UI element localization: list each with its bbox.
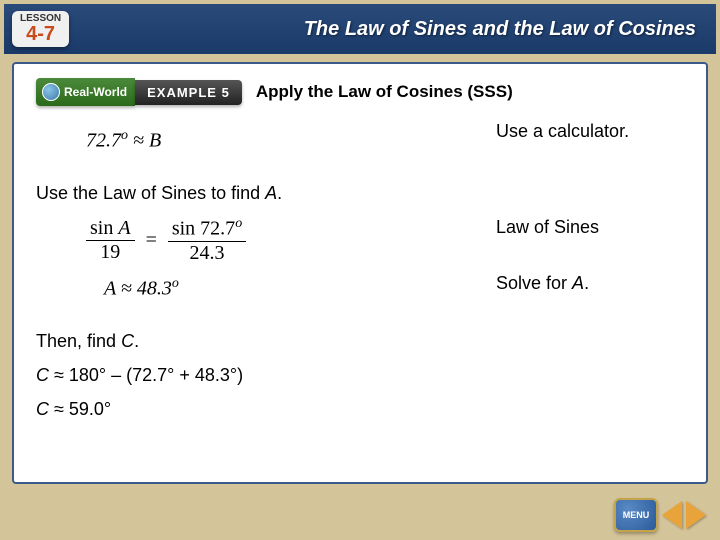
note-solve-a: Solve for A. — [496, 272, 589, 295]
instruction-find-c: Then, find C. — [36, 330, 139, 353]
menu-button[interactable]: MENU — [614, 498, 658, 532]
real-world-badge: Real-World — [36, 78, 135, 106]
note-law-sines: Law of Sines — [496, 216, 656, 239]
lesson-badge: LESSON 4-7 — [12, 11, 69, 47]
lesson-number: 4-7 — [20, 24, 61, 44]
title-bar: LESSON 4-7 The Law of Sines and the Law … — [4, 4, 716, 54]
body-area: 72.7o ≈ B Use a calculator. Use the Law … — [36, 120, 684, 460]
note-calculator: Use a calculator. — [496, 120, 656, 143]
equation-frac: sin A 19 = sin 72.7o 24.3 — [86, 216, 246, 265]
equation-a: A ≈ 48.3o — [104, 276, 179, 301]
example-title: Apply the Law of Cosines (SSS) — [256, 82, 513, 102]
example-number: EXAMPLE 5 — [135, 80, 242, 105]
equation-b: 72.7o ≈ B — [86, 128, 161, 153]
equation-c1: C ≈ 180° – (72.7° + 48.3°) — [36, 364, 243, 387]
globe-icon — [42, 83, 60, 101]
prev-arrow-icon[interactable] — [662, 501, 682, 529]
bottom-bar: MENU — [4, 492, 716, 538]
page-title: The Law of Sines and the Law of Cosines — [304, 18, 696, 41]
example-header: Real-World EXAMPLE 5 Apply the Law of Co… — [36, 78, 684, 106]
next-arrow-icon[interactable] — [686, 501, 706, 529]
slide-frame: LESSON 4-7 The Law of Sines and the Law … — [0, 0, 720, 540]
real-world-label: Real-World — [64, 85, 127, 99]
equation-c2: C ≈ 59.0° — [36, 398, 111, 421]
content-frame: Real-World EXAMPLE 5 Apply the Law of Co… — [12, 62, 708, 484]
instruction-sines: Use the Law of Sines to find A. — [36, 182, 282, 205]
